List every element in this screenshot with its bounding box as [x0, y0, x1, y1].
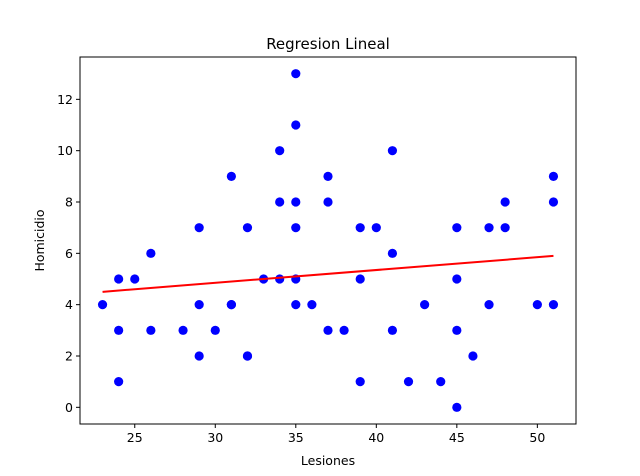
- data-point: [114, 325, 124, 335]
- y-tick-label: 8: [65, 195, 73, 210]
- data-point: [452, 274, 462, 284]
- data-point: [242, 351, 253, 361]
- data-point: [291, 120, 301, 130]
- data-point: [130, 274, 140, 284]
- data-point: [548, 197, 559, 207]
- data-point: [226, 171, 236, 181]
- data-point: [484, 223, 494, 233]
- data-point: [275, 197, 285, 207]
- data-point: [194, 223, 204, 233]
- data-point: [242, 223, 253, 233]
- x-tick-label: 45: [449, 430, 465, 445]
- data-point: [387, 248, 398, 258]
- regression-line: [102, 254, 554, 293]
- data-point: [452, 325, 462, 335]
- data-point: [387, 146, 398, 156]
- y-axis: 0 2 4 6 8 10 12: [57, 92, 80, 415]
- x-tick-label: 50: [529, 430, 545, 445]
- data-point: [291, 223, 301, 233]
- x-tick-label: 35: [288, 430, 304, 445]
- data-point: [371, 223, 381, 233]
- x-axis-label: Lesiones: [301, 453, 355, 468]
- y-axis-label: Homicidio: [32, 209, 47, 271]
- x-tick-label: 30: [207, 430, 223, 445]
- data-point: [355, 274, 365, 284]
- data-point: [355, 377, 365, 387]
- y-tick-label: 4: [65, 297, 73, 312]
- data-point: [339, 325, 349, 335]
- data-point: [146, 325, 156, 335]
- data-point: [146, 248, 156, 258]
- x-axis: 25 30 35 40 45 50: [127, 424, 545, 445]
- data-point: [114, 274, 124, 284]
- data-point: [275, 146, 285, 156]
- data-point: [291, 197, 301, 207]
- data-point: [387, 325, 398, 335]
- data-point: [532, 300, 542, 310]
- data-point: [307, 300, 317, 310]
- data-point: [420, 300, 430, 310]
- data-point: [275, 274, 285, 284]
- data-point: [548, 300, 559, 310]
- y-tick-label: 10: [57, 143, 73, 158]
- data-point: [194, 351, 204, 361]
- data-point: [291, 300, 301, 310]
- x-tick-label: 40: [368, 430, 384, 445]
- data-point: [452, 223, 462, 233]
- data-point: [468, 351, 478, 361]
- data-point: [114, 377, 124, 387]
- data-point: [178, 325, 188, 335]
- data-point: [500, 223, 510, 233]
- data-point: [548, 171, 559, 181]
- y-tick-label: 0: [65, 400, 73, 415]
- data-point: [500, 197, 510, 207]
- data-point: [452, 402, 462, 412]
- data-point: [323, 197, 333, 207]
- data-point: [484, 300, 494, 310]
- data-point: [226, 300, 236, 310]
- plot-area: [97, 69, 559, 412]
- x-tick-label: 25: [127, 430, 143, 445]
- y-tick-label: 12: [57, 92, 73, 107]
- data-point: [97, 300, 108, 310]
- chart-title: Regresion Lineal: [266, 35, 390, 53]
- y-tick-label: 2: [65, 348, 73, 363]
- data-point: [403, 377, 414, 387]
- data-point: [194, 300, 204, 310]
- y-tick-label: 6: [65, 246, 73, 261]
- data-point: [323, 325, 333, 335]
- data-point: [323, 171, 333, 181]
- plot-frame: [79, 56, 577, 425]
- data-point: [210, 325, 220, 335]
- data-point: [436, 377, 446, 387]
- data-point: [291, 69, 301, 79]
- data-point: [355, 223, 365, 233]
